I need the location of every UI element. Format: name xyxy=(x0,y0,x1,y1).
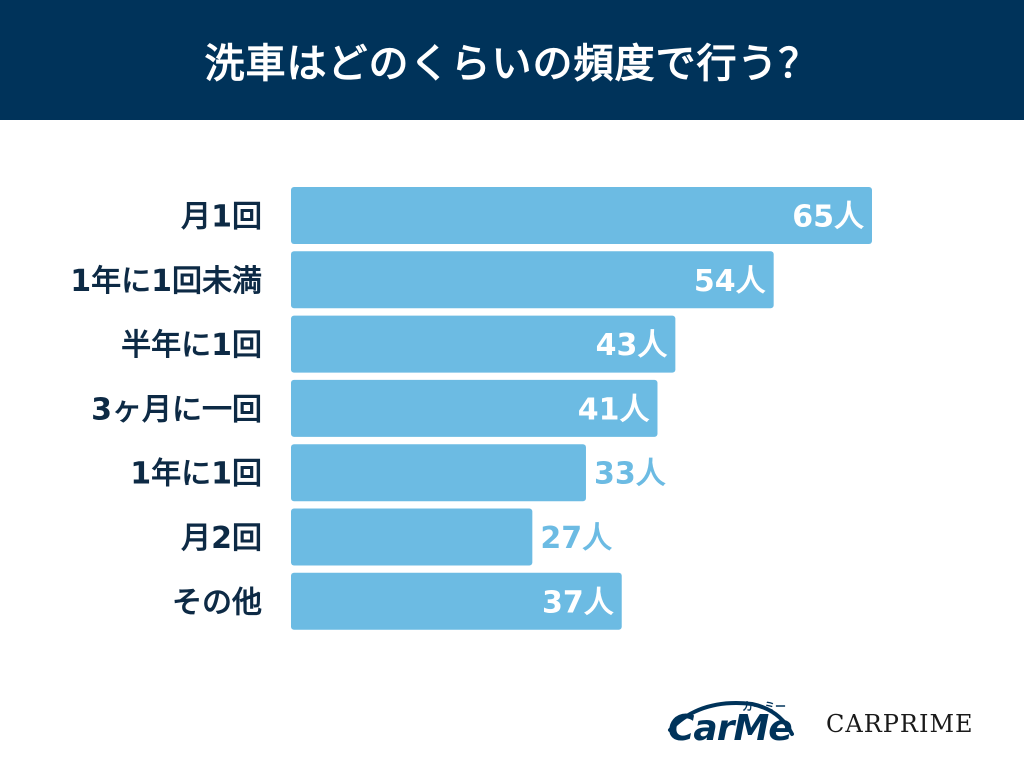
category-label-5: 月2回 xyxy=(181,521,262,556)
bar-4 xyxy=(291,444,586,502)
value-label-5: 27人 xyxy=(540,521,612,556)
carprime-logo: CARPRIME xyxy=(826,710,974,738)
value-label-6: 37人 xyxy=(542,585,614,620)
bar-6 xyxy=(291,572,622,630)
carme-kana: カーミー xyxy=(742,700,786,713)
logo-area: カーミー CarMe CARPRIME xyxy=(0,690,1024,760)
value-label-1: 54人 xyxy=(694,264,766,299)
category-label-3: 3ヶ月に一回 xyxy=(91,392,262,427)
bar-0 xyxy=(291,187,872,244)
title-banner: 洗車はどのくらいの頻度で行う？ xyxy=(0,0,1024,120)
value-label-2: 43人 xyxy=(596,328,668,363)
category-label-2: 半年に1回 xyxy=(121,328,262,363)
category-label-4: 1年に1回 xyxy=(130,457,262,492)
bar-1 xyxy=(291,251,774,309)
bar-5 xyxy=(291,508,533,566)
carme-wordmark: CarMe xyxy=(668,708,793,749)
value-label-3: 41人 xyxy=(578,392,650,427)
carme-logo: カーミー CarMe xyxy=(660,690,800,756)
value-label-4: 33人 xyxy=(594,457,666,492)
category-label-0: 月1回 xyxy=(181,200,262,235)
value-label-0: 65人 xyxy=(792,200,864,235)
bar-2 xyxy=(291,315,676,373)
bar-3 xyxy=(291,379,658,437)
category-label-1: 1年に1回未満 xyxy=(70,264,262,299)
car-roof-icon xyxy=(668,701,794,736)
category-label-6: その他 xyxy=(172,585,262,620)
chart-title: 洗車はどのくらいの頻度で行う？ xyxy=(204,41,820,87)
